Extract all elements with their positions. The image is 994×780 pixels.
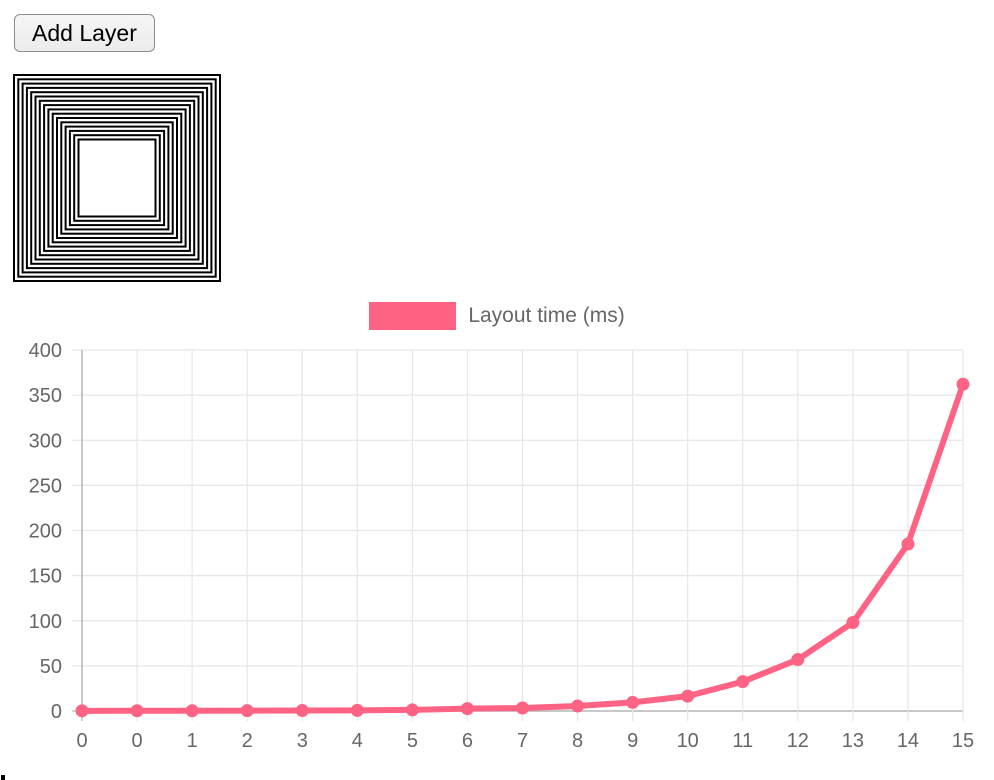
x-tick-label: 12	[787, 730, 809, 752]
x-tick-label: 10	[677, 730, 699, 752]
y-tick-label: 350	[29, 385, 62, 407]
x-tick-label: 2	[242, 730, 253, 752]
y-tick-label: 0	[51, 701, 62, 723]
x-tick-label: 6	[462, 730, 473, 752]
data-point[interactable]	[681, 689, 695, 703]
data-point[interactable]	[846, 616, 860, 630]
y-tick-label: 200	[29, 521, 62, 543]
data-point[interactable]	[130, 704, 144, 718]
x-tick-label: 13	[842, 730, 864, 752]
pattern-ring	[34, 95, 200, 261]
x-tick-label: 8	[572, 730, 583, 752]
x-tick-label: 1	[187, 730, 198, 752]
data-point[interactable]	[571, 699, 585, 713]
x-tick-label: 14	[897, 730, 919, 752]
x-tick-label: 7	[517, 730, 528, 752]
pattern-ring	[47, 108, 187, 248]
data-point[interactable]	[626, 695, 640, 709]
pattern-ring	[25, 86, 209, 270]
data-point[interactable]	[956, 377, 970, 391]
data-point[interactable]	[185, 704, 199, 718]
data-point[interactable]	[405, 703, 419, 717]
clipped-content-fragment	[1, 775, 5, 780]
pattern-ring	[38, 99, 196, 257]
chart-legend[interactable]: Layout time (ms)	[0, 302, 994, 330]
data-point[interactable]	[736, 675, 750, 689]
x-tick-label: 5	[407, 730, 418, 752]
data-point[interactable]	[350, 703, 364, 717]
data-point[interactable]	[75, 704, 89, 718]
pattern-ring	[21, 82, 213, 274]
x-tick-label: 0	[132, 730, 143, 752]
data-point[interactable]	[516, 701, 529, 715]
y-tick-label: 250	[29, 475, 62, 497]
legend-swatch[interactable]	[369, 302, 457, 330]
pattern-ring	[77, 138, 157, 218]
pattern-ring	[60, 121, 174, 235]
x-tick-label: 3	[297, 730, 308, 752]
pattern-ring	[56, 117, 178, 239]
x-tick-label: 4	[352, 730, 363, 752]
y-tick-label: 300	[29, 430, 62, 452]
x-tick-label: 15	[952, 730, 974, 752]
data-point[interactable]	[295, 704, 309, 718]
x-tick-label: 9	[627, 730, 638, 752]
legend-label: Layout time (ms)	[468, 304, 625, 327]
pattern-ring	[17, 78, 217, 278]
add-layer-button[interactable]: Add Layer	[14, 14, 155, 52]
data-point[interactable]	[460, 702, 474, 716]
y-tick-label: 150	[29, 566, 62, 588]
data-point[interactable]	[240, 704, 254, 718]
pattern-ring	[64, 125, 170, 231]
pattern-ring	[30, 91, 204, 265]
x-tick-label: 11	[732, 730, 753, 752]
pattern-ring	[43, 104, 191, 252]
pattern-ring	[51, 112, 183, 244]
y-tick-label: 100	[29, 611, 62, 633]
data-point[interactable]	[901, 537, 915, 551]
pattern-ring	[68, 129, 166, 227]
nested-squares-pattern	[13, 74, 221, 282]
y-tick-label: 50	[40, 656, 62, 678]
pattern-ring	[13, 74, 221, 282]
y-tick-label: 400	[29, 340, 62, 362]
pattern-ring	[73, 134, 161, 222]
data-point[interactable]	[791, 653, 805, 667]
x-tick-label: 0	[76, 730, 87, 752]
